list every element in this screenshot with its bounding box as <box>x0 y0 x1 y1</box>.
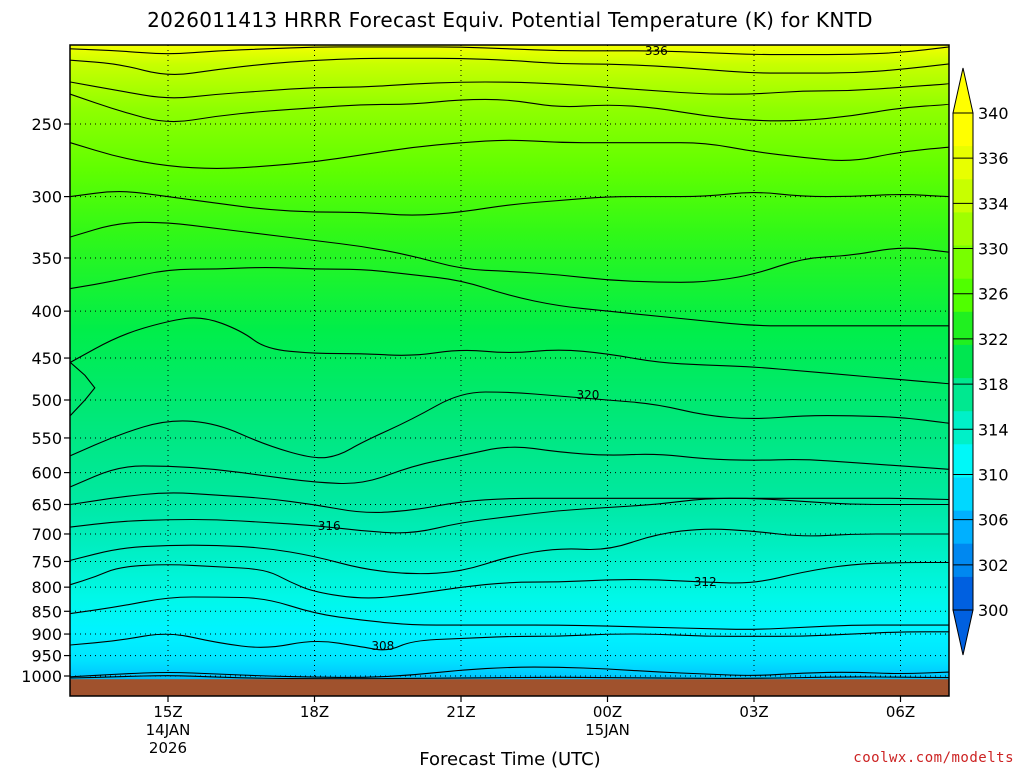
contour-line-338 <box>70 37 949 41</box>
y-tick-label: 900 <box>31 625 62 644</box>
y-tick-label: 950 <box>31 647 62 666</box>
contour-line-319 <box>70 446 949 488</box>
contour-bulge <box>70 361 96 416</box>
contour-label-312: 312 <box>694 575 717 589</box>
contour-line-332 <box>70 81 949 99</box>
ground-surface <box>70 679 949 696</box>
colorbar: 340 336 334 330 326 322 318 314 310 306 302 300 <box>952 67 1009 656</box>
x-tick-label: 00Z <box>593 703 622 721</box>
colorbar-label: 336 <box>978 149 1009 168</box>
x-tick-label: 14JAN <box>146 721 191 739</box>
colorbar-label: 340 <box>978 104 1009 123</box>
color-field <box>70 45 949 696</box>
contour-line-310 <box>70 596 949 630</box>
colorbar-swatch <box>953 311 973 346</box>
y-tick-label: 550 <box>31 429 62 448</box>
contour-line-336 <box>70 46 949 56</box>
colorbar-swatch <box>953 576 973 611</box>
x-tick-label: 21Z <box>446 703 475 721</box>
colorbar-swatch <box>953 378 973 412</box>
contour-line-324 <box>70 221 949 283</box>
x-tick-label: 2026 <box>149 739 187 757</box>
x-tick-label: 18Z <box>300 703 329 721</box>
contour-label-336: 336 <box>645 44 668 58</box>
colorbar-swatch <box>953 278 973 313</box>
chart-title: 2026011413 HRRR Forecast Equiv. Potentia… <box>147 8 873 32</box>
colorbar-swatch <box>953 146 973 180</box>
colorbar-swatch <box>953 510 973 545</box>
colorbar-label: 306 <box>978 511 1009 530</box>
x-tick-label: 03Z <box>739 703 768 721</box>
contour-line-304 <box>70 675 949 680</box>
contour-line-306 <box>70 666 949 678</box>
contour-line-330 <box>70 93 949 123</box>
y-tick-label: 250 <box>31 115 62 134</box>
x-tick-label: 15JAN <box>585 721 630 739</box>
colorbar-label: 322 <box>978 330 1009 349</box>
contour-line-308 <box>70 631 949 651</box>
y-tick-label: 500 <box>31 391 62 410</box>
credit-text: coolwx.com/modelts <box>853 750 1014 766</box>
contour-label-320: 320 <box>577 388 600 402</box>
colorbar-label: 330 <box>978 240 1009 259</box>
y-tick-label: 800 <box>31 578 62 597</box>
contour-line-318 <box>70 492 949 514</box>
contour-line-334 <box>70 57 949 75</box>
y-tick-label: 400 <box>31 302 62 321</box>
colorbar-swatch <box>953 444 973 478</box>
colorbar-label: 300 <box>978 601 1009 620</box>
x-tick-label: 06Z <box>886 703 915 721</box>
colorbar-label: 334 <box>978 194 1009 213</box>
colorbar-label: 314 <box>978 420 1009 439</box>
x-axis-label: Forecast Time (UTC) <box>419 749 600 768</box>
plot-area: 308 312 316 320 336 <box>70 37 949 696</box>
colorbar-swatch <box>953 543 973 578</box>
colorbar-swatch <box>953 113 973 147</box>
y-tick-label: 300 <box>31 188 62 207</box>
y-tick-label: 750 <box>31 552 62 571</box>
plot-frame <box>69 44 950 697</box>
colorbar-top-arrow <box>952 67 974 114</box>
colorbar-bottom-arrow <box>952 609 974 656</box>
colorbar-label: 326 <box>978 285 1009 304</box>
colorbar-swatch <box>953 344 973 379</box>
y-tick-label: 1000 <box>21 667 62 686</box>
colorbar-swatch <box>953 245 973 280</box>
colorbar-swatch <box>953 212 973 246</box>
y-tick-label: 650 <box>31 495 62 514</box>
contour-line-322 <box>70 267 949 327</box>
y-tick-label: 700 <box>31 525 62 544</box>
contour-label-308: 308 <box>371 639 394 653</box>
contour-line-314 <box>70 528 949 575</box>
colorbar-label: 318 <box>978 375 1009 394</box>
colorbar-label: 302 <box>978 556 1009 575</box>
grid-layer <box>70 45 949 696</box>
colorbar-swatch <box>953 477 973 512</box>
y-tick-label: 600 <box>31 464 62 483</box>
y-tick-label: 350 <box>31 249 62 268</box>
colorbar-label: 310 <box>978 465 1009 484</box>
contour-line-316 <box>70 497 949 534</box>
x-tick-label: 15Z <box>153 703 182 721</box>
contour-layer: 308 312 316 320 336 <box>70 37 949 680</box>
contour-line-312 <box>70 561 949 599</box>
contour-line-326 <box>70 191 949 216</box>
contour-label-316: 316 <box>318 519 341 533</box>
contour-line-328 <box>70 139 949 169</box>
colorbar-swatch <box>953 179 973 213</box>
contour-line-321 <box>70 317 949 385</box>
y-axis: 250 300 350 400 450 500 550 600 650 700 750 800 850 9… <box>21 115 70 686</box>
y-tick-label: 450 <box>31 349 62 368</box>
contour-line-320 <box>70 391 949 459</box>
colorbar-swatch <box>953 411 973 445</box>
y-tick-label: 850 <box>31 602 62 621</box>
